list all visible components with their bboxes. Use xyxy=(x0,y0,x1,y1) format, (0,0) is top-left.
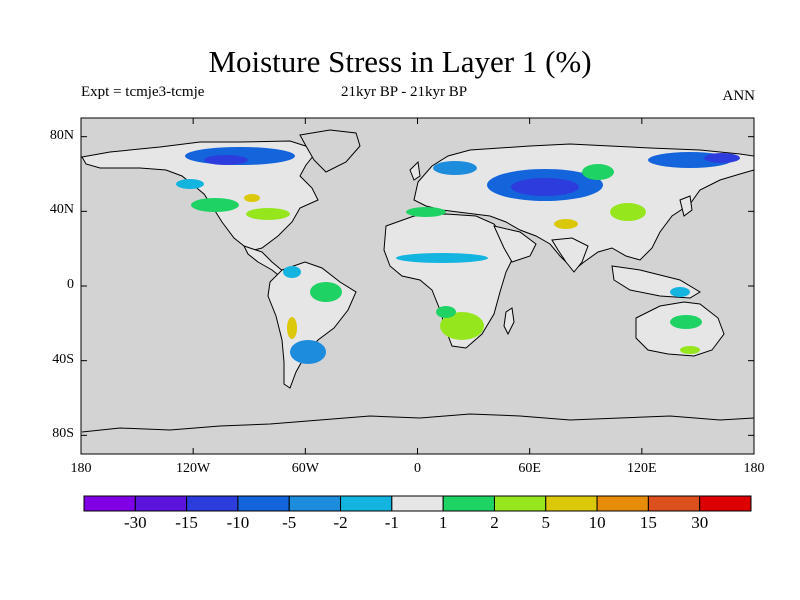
colorbar-label: -30 xyxy=(123,513,147,532)
land-greenland xyxy=(299,129,361,173)
land-fields xyxy=(81,129,755,433)
colorbar-label: 15 xyxy=(639,513,657,532)
patch-sa-blue xyxy=(290,340,326,364)
colorbar-swatch xyxy=(699,495,752,512)
patch-asia-green-2 xyxy=(582,164,614,180)
colorbar-label: -5 xyxy=(282,513,297,532)
colorbar-label: -2 xyxy=(333,513,348,532)
land-australia xyxy=(635,301,725,357)
colorbar-swatch xyxy=(340,495,393,512)
patch-na-green-2 xyxy=(246,208,290,220)
patch-asia-yellow xyxy=(554,219,578,229)
patch-siberia-core xyxy=(511,178,579,196)
land-japan xyxy=(679,195,693,217)
lat-tick-label: 40N xyxy=(49,202,74,218)
patch-na-green-1 xyxy=(191,198,239,212)
colorbar-swatch xyxy=(545,495,598,512)
lon-tick-label: 120E xyxy=(627,461,657,476)
lon-tick-label: 180 xyxy=(70,461,92,476)
experiment-label: Expt = tcmje3-tcmje xyxy=(81,84,205,100)
patch-sa-cyan xyxy=(283,266,301,278)
patch-na-cyan xyxy=(176,179,204,189)
land-india xyxy=(551,237,589,273)
period-label: 21kyr BP - 21kyr BP xyxy=(341,84,468,100)
colorbar-swatch xyxy=(391,495,444,512)
land-north-america xyxy=(81,140,319,252)
land-antarctica xyxy=(81,413,755,433)
colorbar-label: 1 xyxy=(438,513,448,532)
map-ticks xyxy=(80,118,755,454)
season-label: ANN xyxy=(722,88,756,104)
colorbar-swatch xyxy=(647,495,701,512)
lon-tick-label: 120W xyxy=(176,461,211,476)
colorbar-label: 2 xyxy=(490,513,499,532)
map-body xyxy=(80,117,755,455)
colorbar-swatch xyxy=(596,495,649,512)
lat-tick-label: 0 xyxy=(67,277,74,292)
chart-title: Moisture Stress in Layer 1 (%) xyxy=(208,44,592,79)
patch-scandinavia xyxy=(433,161,477,175)
colorbar-swatch xyxy=(186,495,239,512)
colorbar-swatch xyxy=(83,495,136,512)
patch-australia-south xyxy=(680,346,700,354)
lat-tick-label: 80N xyxy=(49,127,74,143)
land-arabia xyxy=(493,225,537,263)
colorbar-label: 30 xyxy=(691,513,709,532)
patch-africa-green xyxy=(440,312,484,340)
land-africa xyxy=(383,213,515,349)
lon-tick-label: 60E xyxy=(518,461,541,476)
patch-arctic-core xyxy=(204,155,248,165)
colorbar-swatch xyxy=(288,495,342,512)
colorbar-label: -15 xyxy=(175,513,198,532)
colorbar-label: -10 xyxy=(226,513,250,532)
patch-africa-green-2 xyxy=(436,306,456,318)
patch-europe-green xyxy=(406,207,446,217)
colorbar-label: -1 xyxy=(384,513,399,532)
lat-tick-label: 40S xyxy=(52,351,74,367)
lon-tick-label: 180 xyxy=(743,461,765,476)
colorbar xyxy=(83,495,752,512)
patch-australia-green xyxy=(670,315,702,329)
colorbar-label: 10 xyxy=(588,513,606,532)
patch-sa-green xyxy=(310,282,342,302)
colorbar-swatch xyxy=(442,495,495,512)
patch-se-asia-cyan xyxy=(670,287,690,297)
patch-far-east xyxy=(704,153,740,163)
colorbar-swatch xyxy=(237,495,290,512)
patch-asia-green-1 xyxy=(610,203,646,221)
patch-na-yellow xyxy=(244,194,260,202)
anomaly-patches xyxy=(176,147,740,364)
land-britain xyxy=(409,160,421,181)
patch-africa-cyan xyxy=(396,253,488,263)
land-madagascar xyxy=(503,307,515,336)
colorbar-swatch xyxy=(134,495,188,512)
colorbar-swatch xyxy=(493,495,547,512)
lat-tick-label: 80S xyxy=(52,426,74,442)
lon-tick-label: 60W xyxy=(291,461,319,476)
colorbar-label: 5 xyxy=(541,513,551,532)
patch-sa-olive xyxy=(287,317,297,339)
lon-tick-label: 0 xyxy=(414,461,421,476)
